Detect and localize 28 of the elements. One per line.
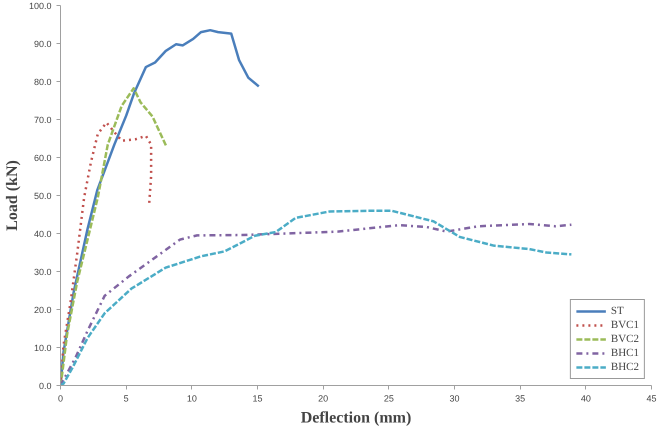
x-tick-label: 40 xyxy=(580,394,591,404)
y-tick-label: 20.0 xyxy=(34,305,52,315)
x-axis-title: Deflection (mm) xyxy=(300,410,412,426)
legend-label: BVC1 xyxy=(610,319,639,331)
y-tick-label: 70.0 xyxy=(34,115,52,125)
x-tick-label: 10 xyxy=(186,394,197,404)
y-tick-label: 40.0 xyxy=(34,229,52,239)
x-tick-label: 0 xyxy=(58,394,64,404)
y-tick-label: 100.0 xyxy=(28,1,52,11)
legend-label: BHC1 xyxy=(610,347,639,359)
x-tick-label: 35 xyxy=(515,394,526,404)
x-tick-label: 5 xyxy=(124,394,129,404)
legend-label: BHC2 xyxy=(610,361,639,373)
y-tick-label: 30.0 xyxy=(34,267,52,277)
y-tick-label: 90.0 xyxy=(34,39,52,49)
y-tick-label: 80.0 xyxy=(34,77,52,87)
x-tick-label: 30 xyxy=(449,394,460,404)
legend-label: BVC2 xyxy=(610,333,639,345)
y-tick-label: 60.0 xyxy=(34,153,52,163)
y-tick-label: 0.0 xyxy=(38,381,52,391)
y-tick-label: 50.0 xyxy=(34,191,52,201)
legend-label: ST xyxy=(610,305,625,317)
x-tick-label: 45 xyxy=(646,394,657,404)
x-tick-label: 20 xyxy=(318,394,328,404)
y-tick-label: 10.0 xyxy=(34,343,52,353)
x-tick-label: 15 xyxy=(252,394,263,404)
x-tick-label: 25 xyxy=(384,394,394,404)
y-axis-title: Load (kN) xyxy=(4,160,21,231)
